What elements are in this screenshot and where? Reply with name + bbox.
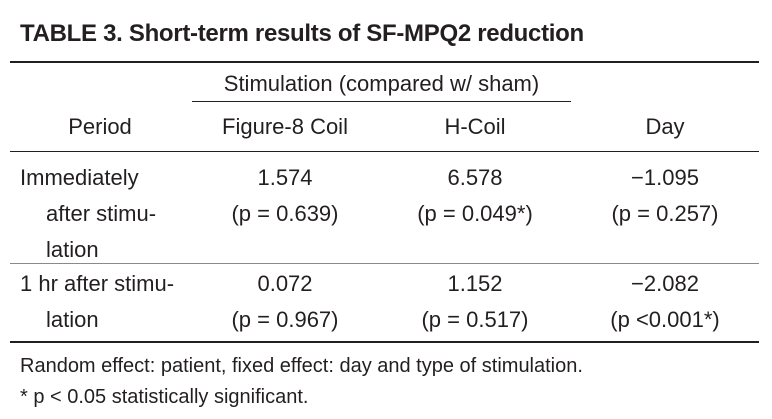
coefficient-value: 1.574	[257, 165, 313, 190]
footnote-random-effect: Random effect: patient, fixed effect: da…	[20, 355, 583, 377]
column-header-period: Period	[68, 114, 132, 139]
p-value: (p = 0.257)	[611, 201, 719, 226]
table-cell-h-coil: 6.578 (p = 0.049*)	[380, 160, 570, 232]
period-line: after stimu-	[46, 201, 157, 226]
p-value: (p = 0.967)	[231, 307, 339, 332]
p-value: (p = 0.049*)	[417, 201, 533, 226]
table-row-period: Immediately after stimu- lation	[20, 160, 156, 268]
p-value: (p <0.001*)	[610, 307, 720, 332]
period-line: lation	[46, 237, 99, 262]
stimulation-group-header: Stimulation (compared w/ sham)	[223, 71, 540, 96]
p-value: (p = 0.639)	[231, 201, 339, 226]
table-top-rule	[10, 61, 759, 63]
table-cell-day: −2.082 (p <0.001*)	[572, 266, 758, 338]
coefficient-value: 6.578	[447, 165, 503, 190]
header-bottom-rule	[10, 151, 759, 152]
group-header-rule	[192, 101, 571, 102]
period-line: lation	[46, 307, 99, 332]
coefficient-value: −1.095	[631, 165, 699, 190]
column-header-day: Day	[645, 114, 685, 139]
column-header-figure8-coil: Figure-8 Coil	[222, 114, 348, 139]
period-line: Immediately	[20, 165, 139, 190]
p-value: (p = 0.517)	[421, 307, 529, 332]
table-cell-figure8: 0.072 (p = 0.967)	[192, 266, 378, 338]
column-header-h-coil: H-Coil	[444, 114, 506, 139]
table-cell-h-coil: 1.152 (p = 0.517)	[380, 266, 570, 338]
table-cell-day: −1.095 (p = 0.257)	[572, 160, 758, 232]
footnote-significance: * p < 0.05 statistically significant.	[20, 386, 309, 408]
coefficient-value: 0.072	[257, 271, 313, 296]
period-line: 1 hr after stimu-	[20, 271, 175, 296]
table-title: TABLE 3. Short-term results of SF-MPQ2 r…	[20, 20, 584, 47]
table-row-period: 1 hr after stimu- lation	[20, 266, 174, 338]
table-bottom-rule	[10, 341, 759, 343]
table-cell-figure8: 1.574 (p = 0.639)	[192, 160, 378, 232]
coefficient-value: −2.082	[631, 271, 699, 296]
row-separator	[10, 263, 759, 264]
coefficient-value: 1.152	[447, 271, 503, 296]
